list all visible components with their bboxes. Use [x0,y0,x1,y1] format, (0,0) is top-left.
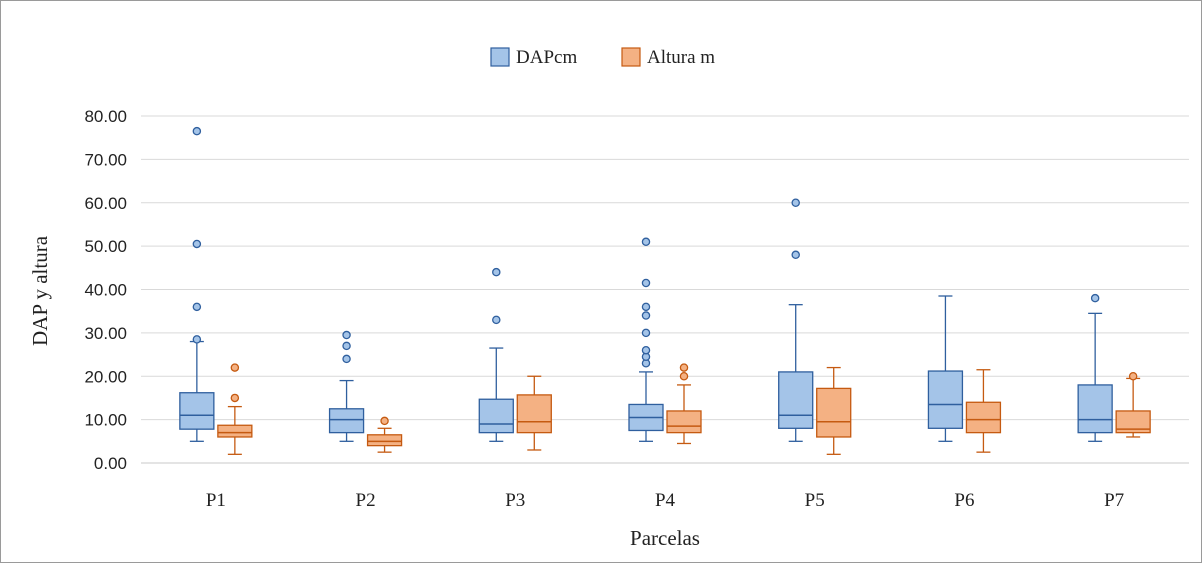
outlier-point [641,302,651,312]
boxes [179,126,1151,455]
outlier-point [641,328,651,338]
y-tick-label: 30.00 [84,324,127,343]
legend-label-dapcm: DAPcm [516,47,577,68]
x-tick-label: P6 [954,490,974,511]
outlier-point [679,363,689,372]
y-tick-label: 0.00 [94,454,127,473]
y-tick-label: 10.00 [84,411,127,430]
box-dapcm-p1 [179,126,215,442]
outlier-point [230,393,240,403]
x-axis-ticks: P1 P2 P3 P4 P5 P6 P7 [206,490,1124,511]
box-altura-p2 [366,416,403,453]
outlier-point [791,250,800,260]
box-dapcm-p4 [628,237,664,442]
y-axis-ticks: 0.00 10.00 20.00 30.00 40.00 50.00 60.00 70.00 8… [84,107,127,473]
x-tick-label: P4 [655,490,676,511]
box-iqr [217,424,253,438]
box-altura-p1 [217,363,253,455]
box-iqr [666,410,702,434]
outlier-point [1090,293,1100,303]
y-tick-label: 40.00 [84,281,127,300]
y-tick-label: 70.00 [84,150,127,169]
outlier-point [192,302,202,312]
box-iqr [328,408,365,434]
outlier-point [679,371,689,381]
outlier-point [342,341,351,351]
box-iqr [366,434,403,447]
legend-swatch-dapcm [490,47,510,67]
box-iqr [816,387,852,438]
legend-label-altura: Altura m [647,47,715,68]
outlier-point [342,354,351,364]
outlier-point [641,237,651,247]
y-tick-label: 50.00 [84,237,127,256]
outlier-point [641,278,651,288]
outlier-point [492,267,501,277]
box-altura-p7 [1115,371,1151,438]
x-axis-title: Parcelas [630,526,700,550]
grid [141,115,1189,464]
y-tick-label: 20.00 [84,367,127,386]
outlier-point [1128,371,1138,381]
x-tick-label: P1 [206,490,226,511]
box-dapcm-p7 [1077,293,1113,442]
box-altura-p3 [516,375,552,451]
box-iqr [478,398,514,434]
x-tick-label: P7 [1104,490,1124,511]
legend: DAPcm Altura m [490,47,715,68]
box-altura-p5 [816,366,852,455]
box-iqr [179,392,215,430]
outlier-point [192,126,202,136]
box-altura-p6 [965,369,1002,453]
outlier-point [641,311,651,320]
legend-swatch-altura [621,47,641,67]
x-tick-label: P3 [505,490,525,511]
outlier-point [791,198,800,207]
box-iqr [927,370,964,429]
y-tick-label: 80.00 [84,107,127,126]
box-iqr [1077,384,1113,434]
outlier-point [641,345,651,355]
box-altura-p4 [666,363,702,445]
box-dapcm-p3 [478,267,514,442]
box-iqr [965,401,1002,434]
outlier-point [230,363,240,372]
x-tick-label: P2 [356,490,376,511]
outlier-point [492,315,501,325]
box-dapcm-p6 [927,295,964,442]
outlier-point [342,330,351,340]
box-dapcm-p5 [778,198,814,442]
box-iqr [778,371,814,429]
box-iqr [1115,410,1151,434]
y-tick-label: 60.00 [84,194,127,213]
outlier-point [192,335,202,344]
outlier-point [380,416,389,426]
outlier-point [192,239,202,249]
x-tick-label: P5 [805,490,825,511]
y-axis-title: DAP y altura [28,235,52,346]
box-dapcm-p2 [328,330,365,442]
box-iqr [516,394,552,434]
